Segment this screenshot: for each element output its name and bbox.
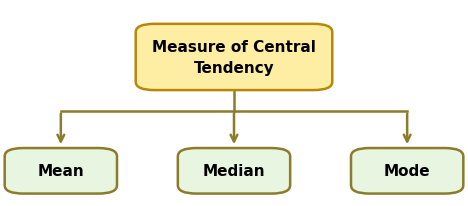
FancyBboxPatch shape: [5, 148, 117, 194]
FancyBboxPatch shape: [178, 148, 290, 194]
Text: Median: Median: [203, 164, 265, 178]
Text: Measure of Central
Tendency: Measure of Central Tendency: [152, 40, 316, 76]
Text: Mean: Mean: [37, 164, 84, 178]
FancyBboxPatch shape: [136, 25, 332, 91]
FancyBboxPatch shape: [351, 148, 463, 194]
Text: Mode: Mode: [384, 164, 431, 178]
